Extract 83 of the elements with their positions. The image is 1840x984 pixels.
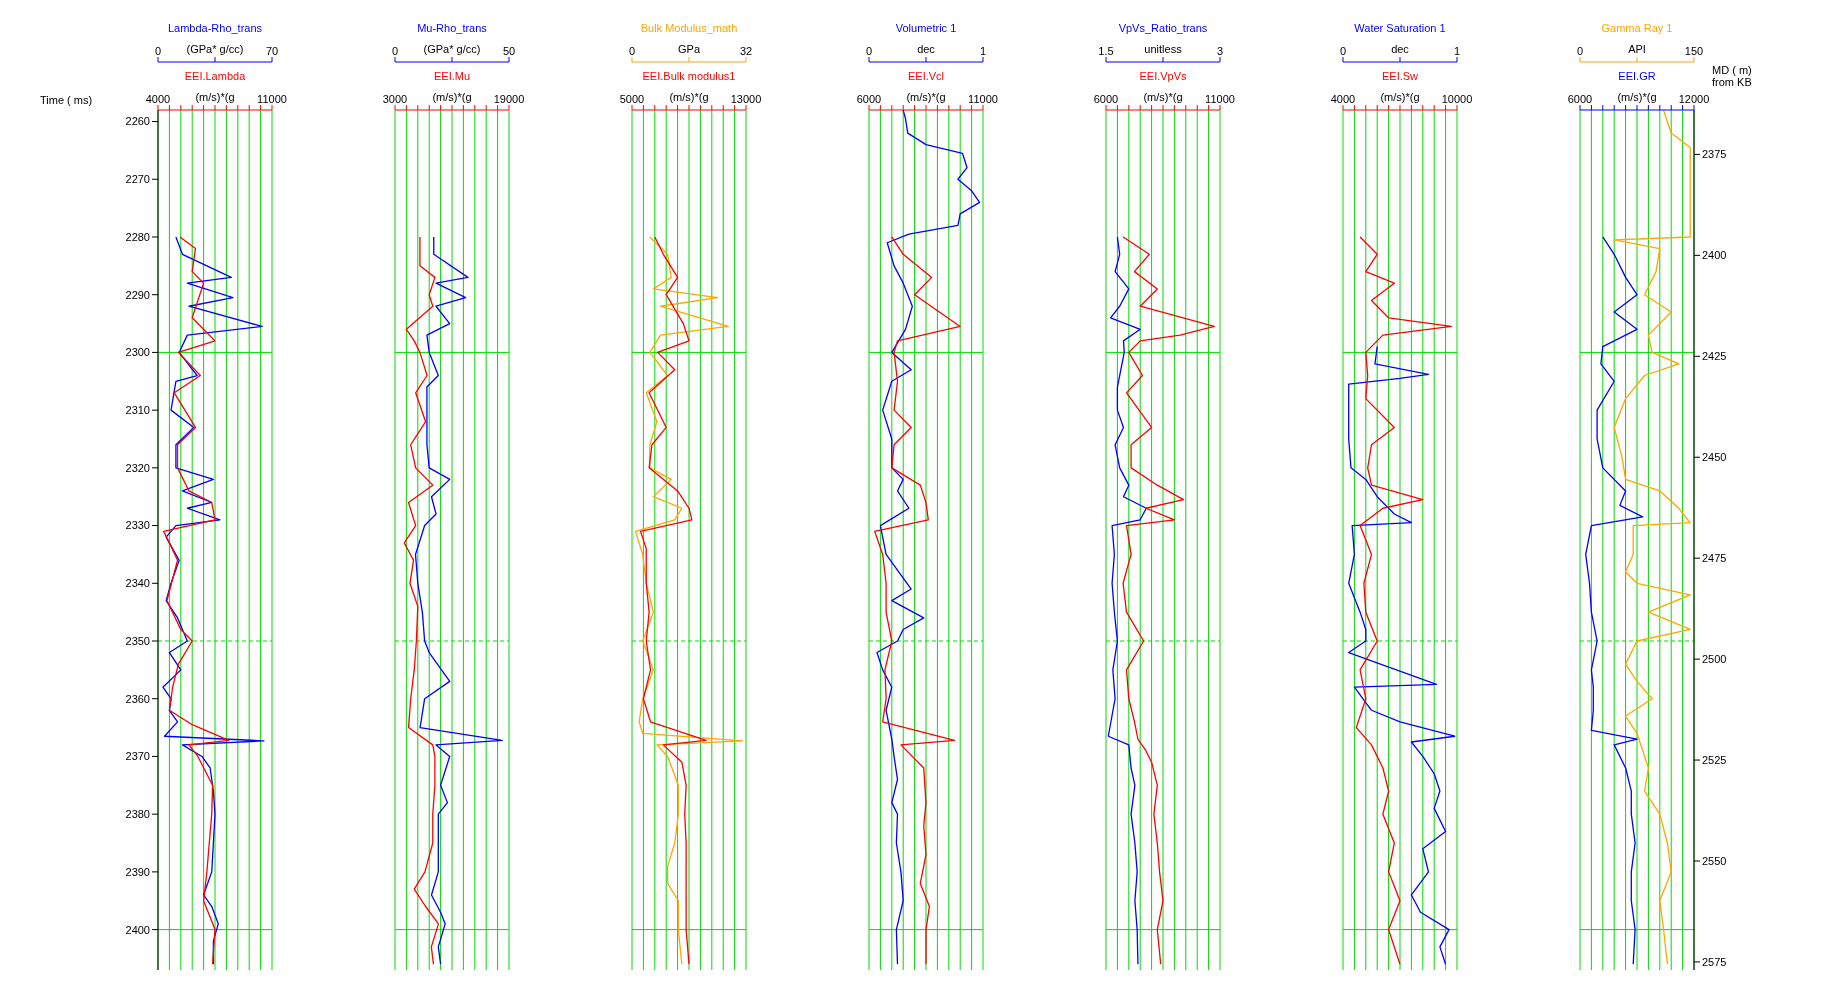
text: VpVs_Ratio_trans	[1118, 22, 1208, 34]
y2-tick-label: 2375	[1702, 148, 1727, 161]
text: Mu-Rho_trans	[417, 22, 488, 34]
x-tick-label: 6000	[856, 93, 882, 105]
y2-tick-label: 2475	[1702, 552, 1727, 565]
y-axis-title: Time ( ms)	[40, 94, 93, 106]
y-tick-label: 2300	[125, 346, 150, 359]
y2-tick-label: 2525	[1702, 753, 1727, 766]
y-tick-label: 2310	[125, 404, 150, 417]
x-tick-label: 5000	[619, 93, 645, 105]
x2-tick-label: 0	[154, 45, 162, 57]
x-axis-title: (m/s)*(g	[669, 91, 709, 103]
x-tick-label: 6000	[1567, 93, 1593, 105]
x-tick-label: 19000	[493, 93, 525, 105]
x2-axis-title: (GPa* g/cc)	[423, 43, 481, 55]
x-axis-title: (m/s)*(g	[195, 91, 235, 103]
y-tick-label: 2260	[125, 115, 150, 128]
x-tick-label: 13000	[730, 93, 762, 105]
y-tick-label: 2320	[125, 461, 150, 474]
x2-tick-label: 50	[502, 45, 516, 57]
text: EEI.GR	[1618, 70, 1656, 82]
text: EEI.Mu	[433, 70, 471, 82]
x-tick-label: 11000	[257, 93, 287, 105]
y2-tick-label: 2550	[1702, 854, 1727, 867]
y2-axis-title: MD ( m) from KB	[1712, 64, 1753, 88]
text: Gamma Ray 1	[1601, 22, 1673, 34]
y2-tick-label: 2450	[1702, 451, 1727, 464]
y-tick-label: 2390	[125, 865, 150, 878]
x2-tick-label: 1.5	[1098, 45, 1114, 57]
y2-tick-label: 2575	[1702, 955, 1727, 968]
x2-tick-label: 1	[979, 45, 987, 57]
y-tick-label: 2370	[125, 750, 150, 763]
x2-tick-label: 150	[1684, 45, 1704, 57]
text: Lambda-Rho_trans	[167, 22, 263, 34]
x-axis-title: (m/s)*(g	[1617, 91, 1657, 103]
x2-tick-label: 0	[1339, 45, 1347, 57]
x2-axis-title: dec	[1391, 43, 1410, 55]
y-tick-label: 2380	[125, 808, 150, 821]
x-tick-label: 11000	[1205, 93, 1235, 105]
x2-tick-label: 3	[1216, 45, 1224, 57]
x-tick-label: 3000	[382, 93, 408, 105]
x2-axis-title: API	[1628, 43, 1646, 55]
line-series	[163, 236, 230, 965]
x2-axis-title: unitless	[1144, 43, 1183, 55]
y2-tick-label: 2400	[1702, 249, 1727, 262]
x2-axis-title: GPa	[677, 43, 701, 55]
x-tick-label: 11000	[968, 93, 998, 105]
y-tick-label: 2350	[125, 634, 150, 647]
x2-tick-label: 0	[628, 45, 636, 57]
x-axis-title: (m/s)*(g	[1380, 91, 1420, 103]
x-tick-label: 12000	[1678, 93, 1710, 105]
text: EEI.VpVs	[1139, 70, 1188, 82]
x2-tick-label: 1	[1453, 45, 1461, 57]
text: EEI.Sw	[1381, 70, 1419, 82]
x2-axis-title: dec	[917, 43, 936, 55]
y-tick-label: 2280	[125, 230, 150, 243]
x2-tick-label: 32	[739, 45, 753, 57]
y-tick-label: 2360	[125, 692, 150, 705]
x2-tick-label: 0	[1576, 45, 1584, 57]
text: EEI.Vcl	[907, 70, 945, 82]
x-axis-title: (m/s)*(g	[432, 91, 472, 103]
y2-tick-label: 2425	[1702, 350, 1727, 363]
x2-tick-label: 0	[391, 45, 399, 57]
x-tick-label: 10000	[1441, 93, 1473, 105]
text: Bulk Modulus_math	[640, 22, 738, 34]
x-axis-title: (m/s)*(g	[1143, 91, 1183, 103]
y-tick-label: 2290	[125, 288, 150, 301]
text: Water Saturation 1	[1354, 22, 1446, 34]
y2-tick-label: 2500	[1702, 653, 1727, 666]
x-tick-label: 6000	[1093, 93, 1119, 105]
text: EEI.Bulk modulus1	[642, 70, 736, 82]
y-tick-label: 2340	[125, 577, 150, 590]
x2-tick-label: 70	[265, 45, 279, 57]
x2-tick-label: 0	[865, 45, 873, 57]
x-tick-label: 4000	[1330, 93, 1356, 105]
x2-axis-title: (GPa* g/cc)	[186, 43, 244, 55]
text: EEI.Lambda	[184, 70, 247, 82]
x-tick-label: 4000	[145, 93, 171, 105]
y-tick-label: 2400	[125, 923, 150, 936]
text: Volumetric 1	[895, 22, 957, 34]
y-tick-label: 2270	[125, 173, 150, 186]
y-tick-label: 2330	[125, 519, 150, 532]
x-axis-title: (m/s)*(g	[906, 91, 946, 103]
